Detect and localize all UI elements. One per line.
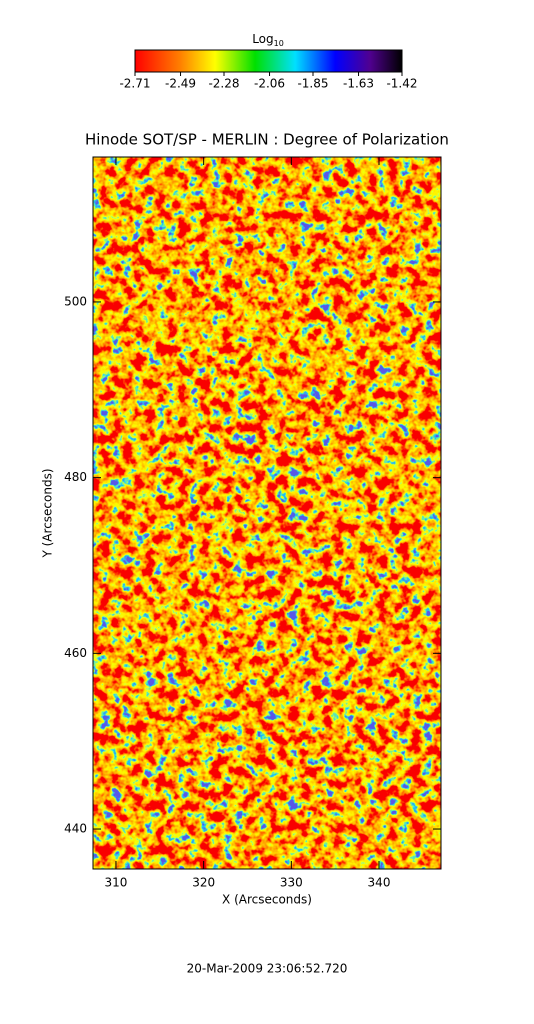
y-axis-label: Y (Arcseconds) — [41, 468, 55, 558]
colorbar-label: Log10 — [252, 32, 284, 48]
chart-title: Hinode SOT/SP - MERLIN : Degree of Polar… — [85, 131, 449, 149]
x-tick-label: 310 — [105, 876, 128, 890]
x-tick-label: 330 — [280, 876, 303, 890]
x-axis-label: X (Arcseconds) — [222, 893, 312, 907]
colorbar — [134, 49, 403, 73]
plot-frame — [92, 156, 442, 870]
timestamp: 20-Mar-2009 23:06:52.720 — [187, 962, 348, 976]
y-tick-label: 440 — [64, 822, 87, 836]
y-tick-label: 460 — [64, 646, 87, 660]
y-tick-label: 480 — [64, 470, 87, 484]
colorbar-tick-label: -2.49 — [165, 77, 196, 91]
y-tick-label: 500 — [64, 294, 87, 308]
colorbar-tick-label: -1.63 — [343, 77, 374, 91]
colorbar-tick-label: -2.28 — [208, 77, 239, 91]
colorbar-tick-label: -2.71 — [119, 77, 150, 91]
x-tick-label: 340 — [368, 876, 391, 890]
x-tick-label: 320 — [192, 876, 215, 890]
colorbar-tick-label: -1.42 — [386, 77, 417, 91]
heatmap-image — [93, 157, 441, 869]
colorbar-tick-label: -2.06 — [254, 77, 285, 91]
colorbar-tick-label: -1.85 — [297, 77, 328, 91]
